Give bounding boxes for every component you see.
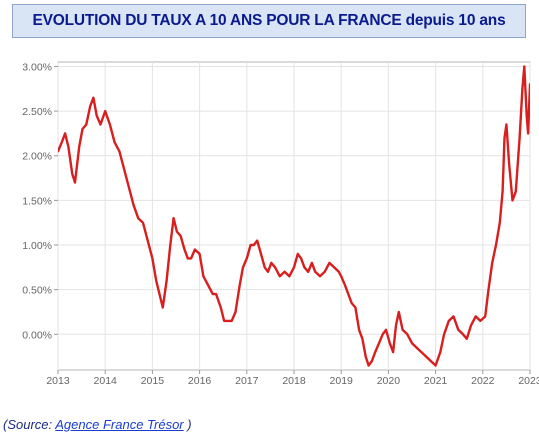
y-axis: 3.00% 2.50% 2.00% 1.50% 1.00% 0.50% 0.00% — [22, 61, 58, 341]
y-tick-label: 1.50% — [22, 195, 52, 207]
series-lines — [58, 65, 530, 367]
x-tick-label: 2016 — [188, 375, 212, 387]
x-tick-label: 2018 — [282, 375, 306, 387]
y-tick-label: 2.00% — [22, 151, 52, 163]
chart-title-box: EVOLUTION DU TAUX A 10 ANS POUR LA FRANC… — [12, 4, 526, 38]
x-tick-label: 2022 — [471, 375, 495, 387]
x-tick-label: 2021 — [424, 375, 448, 387]
x-tick-label: 2023 — [518, 375, 539, 387]
gridlines — [57, 62, 531, 370]
source-prefix: (Source: — [3, 417, 56, 432]
y-tick-label: 0.00% — [22, 329, 52, 341]
chart-title: EVOLUTION DU TAUX A 10 ANS POUR LA FRANC… — [32, 12, 506, 29]
y-tick-label: 3.00% — [22, 61, 52, 73]
x-axis: 2013 2014 2015 2016 2017 2018 2019 2020 2021 2022… — [46, 370, 539, 387]
source-suffix: ) — [183, 417, 192, 432]
series-line — [58, 65, 530, 367]
source-note: (Source: Agence France Trésor ) — [3, 417, 192, 432]
x-tick-label: 2017 — [235, 375, 259, 387]
source-link[interactable]: Agence France Trésor — [55, 417, 184, 432]
y-tick-label: 1.00% — [22, 240, 52, 252]
line-chart: 3.00% 2.50% 2.00% 1.50% 1.00% 0.50% 0.00% 2013… — [22, 61, 539, 387]
y-tick-label: 2.50% — [22, 106, 52, 118]
x-tick-label: 2020 — [377, 375, 401, 387]
x-tick-label: 2015 — [141, 375, 165, 387]
x-tick-label: 2013 — [46, 375, 70, 387]
x-tick-label: 2019 — [330, 375, 354, 387]
x-tick-label: 2014 — [94, 375, 118, 387]
y-tick-label: 0.50% — [22, 285, 52, 297]
